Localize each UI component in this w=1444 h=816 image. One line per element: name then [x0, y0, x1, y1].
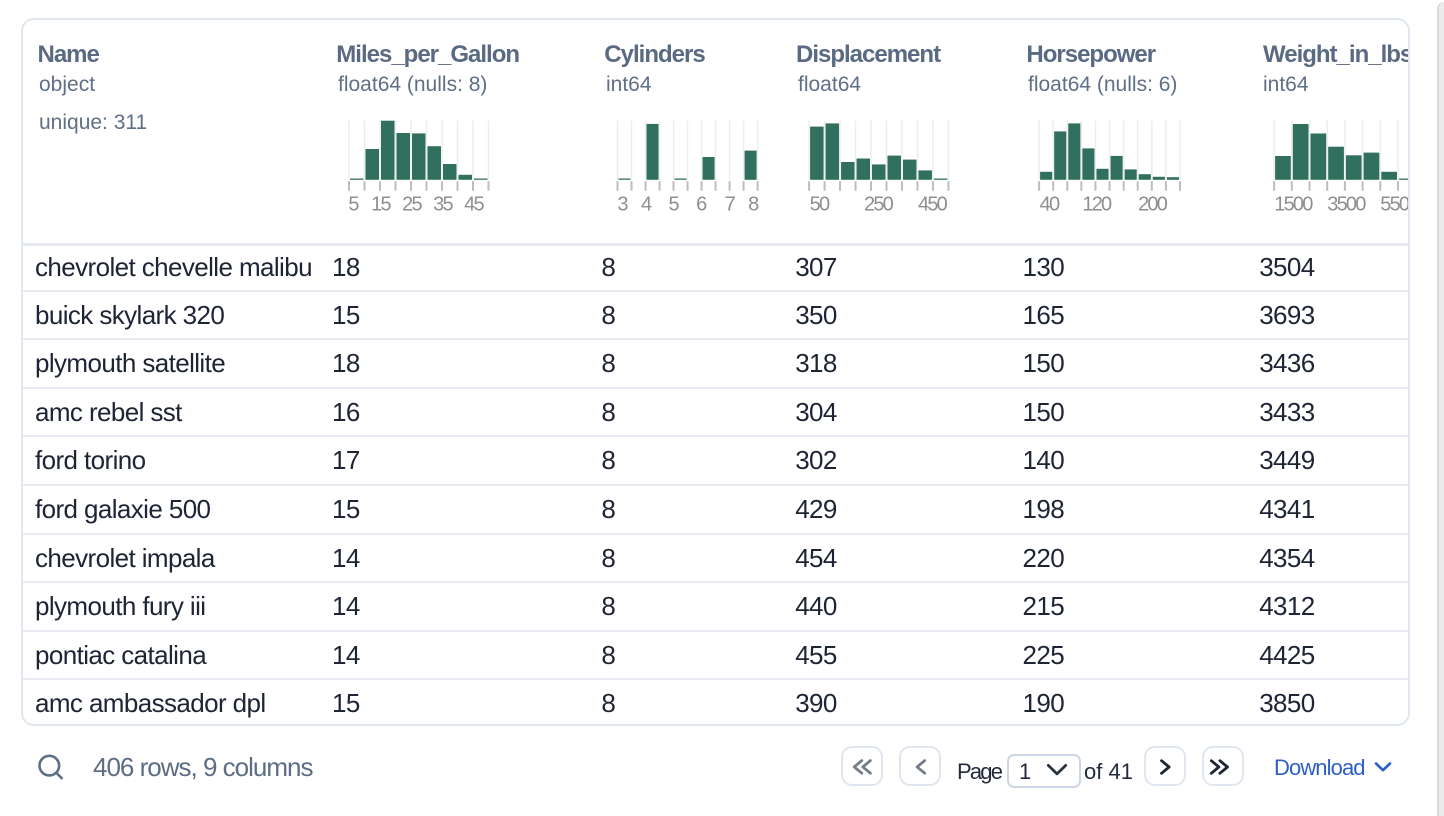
svg-text:3500: 3500 [1327, 194, 1366, 216]
svg-text:250: 250 [864, 194, 894, 216]
svg-text:3: 3 [617, 194, 628, 216]
svg-text:6: 6 [696, 194, 707, 216]
svg-text:35: 35 [433, 194, 453, 216]
svg-text:45: 45 [464, 194, 484, 216]
svg-text:200: 200 [1138, 194, 1168, 216]
svg-text:15: 15 [371, 194, 391, 216]
svg-text:5: 5 [348, 194, 359, 216]
svg-text:7: 7 [725, 194, 736, 216]
svg-text:1500: 1500 [1274, 194, 1313, 216]
svg-text:50: 50 [810, 194, 830, 216]
svg-text:5: 5 [669, 194, 680, 216]
svg-text:40: 40 [1040, 194, 1060, 216]
svg-text:5500: 5500 [1380, 194, 1408, 216]
svg-text:8: 8 [748, 194, 759, 216]
svg-text:4: 4 [641, 194, 652, 216]
svg-text:120: 120 [1082, 194, 1112, 216]
svg-text:450: 450 [918, 194, 948, 216]
svg-text:25: 25 [402, 194, 422, 216]
